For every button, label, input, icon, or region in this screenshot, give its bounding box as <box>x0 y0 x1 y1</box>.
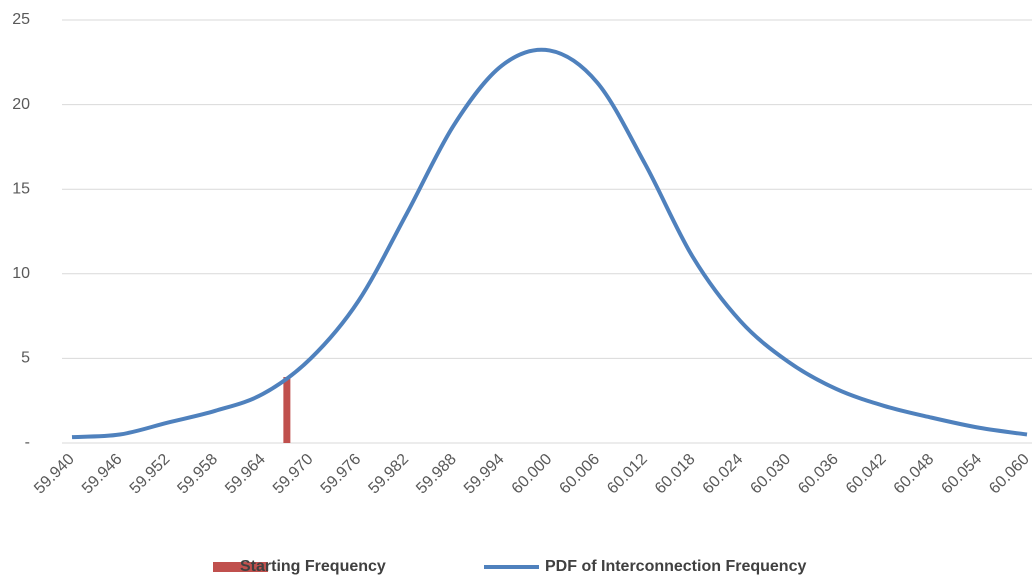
x-tick-label: 60.024 <box>700 451 747 498</box>
x-tick-label: 59.964 <box>222 451 269 498</box>
x-tick-label: 59.982 <box>365 451 412 498</box>
y-tick-label: 20 <box>12 96 30 113</box>
x-tick-label: 60.060 <box>986 451 1032 498</box>
y-tick-label: 25 <box>12 11 30 28</box>
x-tick-label: 60.054 <box>938 451 985 498</box>
y-tick-label: 10 <box>12 265 30 282</box>
x-tick-label: 59.952 <box>127 451 174 498</box>
legend-label: PDF of Interconnection Frequency <box>545 558 806 575</box>
bar <box>283 377 291 443</box>
line <box>71 47 1028 440</box>
x-tick-label: 59.946 <box>79 451 126 498</box>
x-tick-label: 59.958 <box>174 451 221 498</box>
x-tick-label: 60.006 <box>556 451 603 498</box>
x-tick-label: 60.000 <box>509 451 556 498</box>
x-tick-label: 59.970 <box>270 451 317 498</box>
y-tick-label: 15 <box>12 180 30 197</box>
legend-label: Starting Frequency <box>240 558 386 575</box>
y-tick-label: 5 <box>21 350 30 367</box>
x-tick-label: 60.042 <box>843 451 890 498</box>
x-tick-label: 59.976 <box>318 451 365 498</box>
x-tick-label: 59.994 <box>461 451 508 498</box>
x-tick-label: 60.012 <box>604 451 651 498</box>
y-tick-label: - <box>25 434 30 451</box>
legend-swatch <box>213 562 268 572</box>
x-tick-label: 60.030 <box>747 451 794 498</box>
x-tick-label: 60.018 <box>652 451 699 498</box>
x-tick-label: 60.048 <box>891 451 938 498</box>
x-tick-label: 59.940 <box>31 451 78 498</box>
x-tick-label: 59.988 <box>413 451 460 498</box>
x-tick-label: 60.036 <box>795 451 842 498</box>
